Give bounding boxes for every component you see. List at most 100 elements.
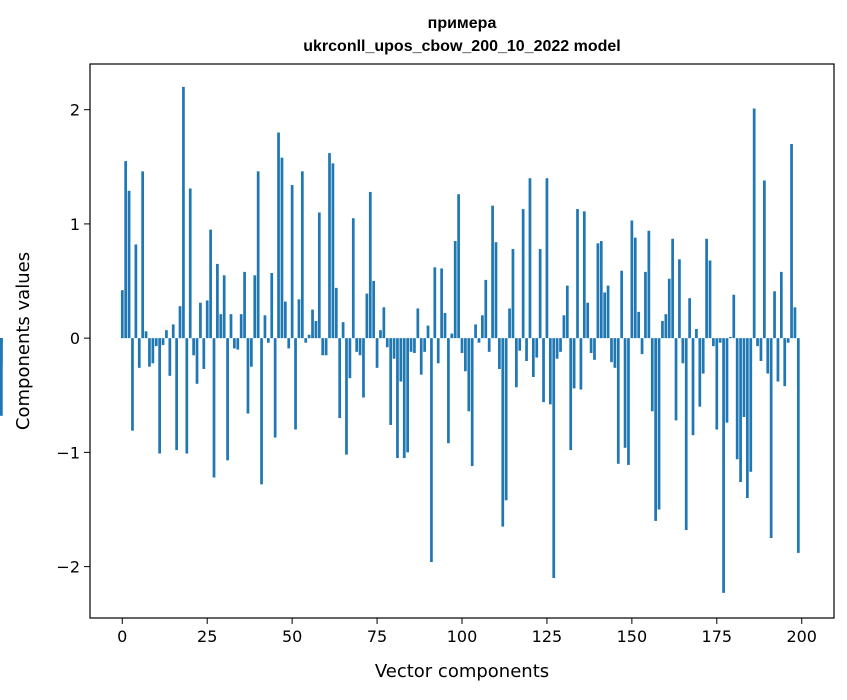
bar-28 xyxy=(216,263,219,339)
bar-98 xyxy=(453,241,457,339)
y-axis-ticks: −2 −1 0 1 2 xyxy=(56,101,90,577)
bar-0 xyxy=(120,290,124,339)
bar-139 xyxy=(593,338,596,360)
bar-45 xyxy=(273,338,277,438)
bar-191 xyxy=(769,338,773,539)
bar-6 xyxy=(141,171,145,339)
bar-undefined xyxy=(0,338,3,365)
bar-38 xyxy=(250,338,253,367)
bar-157 xyxy=(654,338,657,521)
bar-146 xyxy=(616,338,620,464)
bar-162 xyxy=(671,238,674,339)
bar-19 xyxy=(185,338,189,454)
bar-58 xyxy=(317,212,321,339)
x-tick-label: 25 xyxy=(197,627,217,646)
bar-102 xyxy=(467,338,471,412)
bar-57 xyxy=(314,321,318,339)
bar-96 xyxy=(447,338,450,444)
bar-29 xyxy=(219,314,223,339)
bar-192 xyxy=(773,291,776,339)
x-tick-label: 0 xyxy=(117,627,127,646)
bar-106 xyxy=(481,315,484,339)
bar-77 xyxy=(382,307,386,339)
bar-89 xyxy=(423,338,426,352)
bar-82 xyxy=(399,338,403,382)
bar-193 xyxy=(776,338,780,382)
bar-53 xyxy=(300,171,304,339)
bar-51 xyxy=(294,338,297,430)
bar-101 xyxy=(464,338,467,372)
bar-131 xyxy=(565,285,569,339)
bar-99 xyxy=(457,194,460,339)
bar-129 xyxy=(559,338,562,352)
bar-31 xyxy=(226,338,229,461)
bar-25 xyxy=(205,300,209,339)
bar-13 xyxy=(165,330,168,339)
bar-184 xyxy=(746,338,749,499)
bar-42 xyxy=(263,315,267,339)
bar-151 xyxy=(633,237,637,339)
bar-125 xyxy=(545,178,549,339)
bar-150 xyxy=(630,220,634,339)
bar-156 xyxy=(650,338,654,412)
bar-15 xyxy=(171,324,175,339)
bar-171 xyxy=(701,338,705,374)
bar-41 xyxy=(260,338,263,485)
bar-142 xyxy=(603,292,607,339)
x-tick-label: 75 xyxy=(367,627,387,646)
bar-175 xyxy=(715,338,719,430)
bar-194 xyxy=(779,271,783,339)
bar-60 xyxy=(324,338,328,356)
bar-127 xyxy=(552,338,556,579)
y-tick-label: 2 xyxy=(70,101,80,120)
bar-16 xyxy=(175,338,178,451)
bar-168 xyxy=(691,338,695,436)
bar-100 xyxy=(460,338,464,353)
bar-134 xyxy=(576,209,579,339)
bar-90 xyxy=(426,325,430,339)
bar-49 xyxy=(287,338,291,349)
bar-198 xyxy=(793,307,797,339)
bar-33 xyxy=(233,338,236,349)
bar-88 xyxy=(419,338,423,375)
bar-23 xyxy=(199,302,202,339)
bar-172 xyxy=(705,238,708,339)
bar-62 xyxy=(331,163,335,339)
y-axis-label: Components values xyxy=(13,252,34,430)
bar-136 xyxy=(582,211,586,339)
bar-135 xyxy=(579,338,583,390)
bar-185 xyxy=(749,338,753,472)
bar-121 xyxy=(531,338,535,377)
x-tick-label: 175 xyxy=(702,627,733,646)
bar-97 xyxy=(450,333,454,339)
x-tick-label: 125 xyxy=(532,627,563,646)
bar-76 xyxy=(379,330,382,339)
bar-32 xyxy=(229,314,233,339)
bar-195 xyxy=(783,338,787,387)
bar-130 xyxy=(562,315,566,339)
bar-158 xyxy=(657,338,661,510)
bar-39 xyxy=(253,275,257,339)
bar-1 xyxy=(124,161,128,339)
bar-180 xyxy=(732,294,736,339)
bar-154 xyxy=(644,271,647,339)
bar-17 xyxy=(178,306,182,339)
bar-94 xyxy=(440,268,443,339)
bar-4 xyxy=(134,244,138,339)
x-axis-ticks: 0 25 50 75 100 125 150 175 200 xyxy=(117,618,817,646)
bar-179 xyxy=(729,337,732,339)
bar-141 xyxy=(599,241,603,339)
bar-114 xyxy=(508,308,511,339)
bar-67 xyxy=(348,338,352,379)
bar-118 xyxy=(521,209,525,339)
bar-95 xyxy=(443,313,447,339)
bar-164 xyxy=(678,259,681,339)
bar-144 xyxy=(610,338,613,363)
bar-143 xyxy=(606,285,610,339)
bar-161 xyxy=(667,278,671,339)
bar-78 xyxy=(385,338,389,348)
bar-152 xyxy=(637,311,641,339)
bar-69 xyxy=(355,338,359,352)
bar-79 xyxy=(389,338,393,425)
bar-147 xyxy=(620,270,624,339)
